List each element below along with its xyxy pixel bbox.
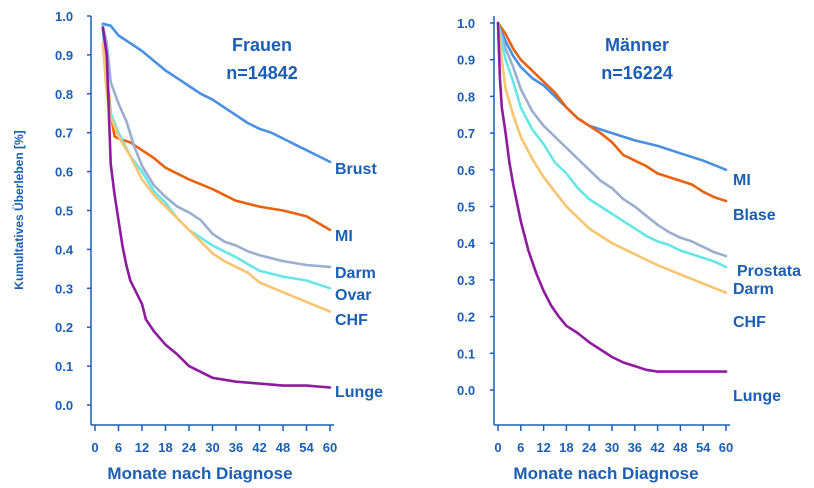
frauen-y-tick-label: 1.0 (55, 9, 73, 24)
frauen-y-tick-label: 0.4 (55, 242, 74, 257)
frauen-x-tick-label: 36 (229, 440, 243, 455)
maenner-chart-title: Männer (605, 35, 669, 55)
maenner-y-tick-label: 0.0 (457, 383, 475, 398)
frauen-chart-subtitle: n=14842 (226, 63, 298, 83)
frauen-x-tick-label: 48 (276, 440, 290, 455)
maenner-series-chf-line (496, 21, 728, 294)
frauen-x-tick-label: 42 (252, 440, 266, 455)
frauen-series-brust-line (101, 22, 332, 164)
maenner-y-tick-label: 0.6 (457, 163, 475, 178)
frauen-chart-title: Frauen (232, 35, 292, 55)
maenner-y-tick-label: 0.3 (457, 273, 475, 288)
maenner-series-blase-label: Blase (733, 207, 776, 224)
frauen-series-chf-line (101, 41, 332, 313)
maenner-series-prostata-label: Prostata (737, 263, 801, 280)
maenner-y-tick-label: 0.2 (457, 310, 475, 325)
maenner-x-tick-label: 42 (650, 440, 664, 455)
maenner-series-chf-label: CHF (733, 314, 766, 331)
frauen-x-axis-title: Monate nach Diagnose (107, 464, 292, 483)
maenner-x-tick-label: 60 (719, 440, 733, 455)
maenner-y-tick-label: 0.8 (457, 89, 475, 104)
frauen-x-tick-label: 54 (299, 440, 314, 455)
maenner-series-darm-line (496, 21, 728, 269)
frauen-series-darm-line (101, 24, 332, 269)
maenner-series-lunge-line (496, 21, 728, 373)
maenner-series-mi-label: MI (733, 172, 751, 189)
maenner-x-tick-label: 36 (628, 440, 642, 455)
maenner-series-blase-line (496, 21, 728, 203)
frauen-y-tick-label: 0.2 (55, 320, 73, 335)
frauen-x-tick-label: 0 (91, 440, 98, 455)
maenner-x-tick-label: 48 (673, 440, 687, 455)
frauen-series-lunge-label: Lunge (335, 384, 383, 401)
frauen-y-tick-label: 0.6 (55, 165, 73, 180)
maenner-x-axis-title: Monate nach Diagnose (513, 464, 698, 483)
frauen-y-tick-label: 0.5 (55, 204, 73, 219)
y-axis-title: Kumultatives Überleben [%] (11, 130, 26, 289)
frauen-series-ovar-line (101, 26, 332, 290)
frauen-series-mi-label: MI (335, 228, 353, 245)
frauen-series-chf-label: CHF (335, 312, 368, 329)
frauen-x-tick-label: 6 (115, 440, 122, 455)
frauen-y-tick-label: 0.9 (55, 48, 73, 63)
maenner-x-tick-label: 18 (559, 440, 573, 455)
frauen-y-tick-label: 0.8 (55, 87, 73, 102)
maenner-x-tick-label: 24 (582, 440, 597, 455)
maenner-series-darm-label: Darm (733, 281, 774, 298)
maenner-x-tick-label: 6 (517, 440, 524, 455)
frauen-x-tick-label: 60 (323, 440, 337, 455)
maenner-chart-subtitle: n=16224 (601, 63, 673, 83)
maenner-x-tick-label: 30 (605, 440, 619, 455)
maenner-y-tick-label: 1.0 (457, 16, 475, 31)
maenner-series-lunge-label: Lunge (733, 388, 781, 405)
frauen-series-ovar-label: Ovar (335, 287, 371, 304)
frauen-x-tick-label: 24 (182, 440, 197, 455)
maenner-y-tick-label: 0.9 (457, 53, 475, 68)
frauen-series-lunge-line (101, 26, 332, 389)
maenner-y-tick-label: 0.4 (457, 236, 476, 251)
frauen-x-tick-label: 18 (158, 440, 172, 455)
maenner-y-tick-label: 0.7 (457, 126, 475, 141)
frauen-series-darm-label: Darm (335, 265, 376, 282)
frauen-y-tick-label: 0.1 (55, 359, 73, 374)
frauen-x-tick-label: 30 (205, 440, 219, 455)
frauen-series-brust-label: Brust (335, 161, 377, 178)
maenner-x-tick-label: 54 (696, 440, 711, 455)
frauen-y-tick-label: 0.7 (55, 126, 73, 141)
maenner-y-tick-label: 0.1 (457, 346, 475, 361)
frauen-y-tick-label: 0.3 (55, 281, 73, 296)
maenner-series-prostata-line (496, 21, 728, 258)
frauen-series-mi-line (101, 26, 332, 232)
maenner-y-tick-label: 0.5 (457, 200, 475, 215)
frauen-x-tick-label: 12 (135, 440, 149, 455)
frauen-y-tick-label: 0.0 (55, 398, 73, 413)
maenner-x-tick-label: 12 (536, 440, 550, 455)
maenner-x-tick-label: 0 (494, 440, 501, 455)
